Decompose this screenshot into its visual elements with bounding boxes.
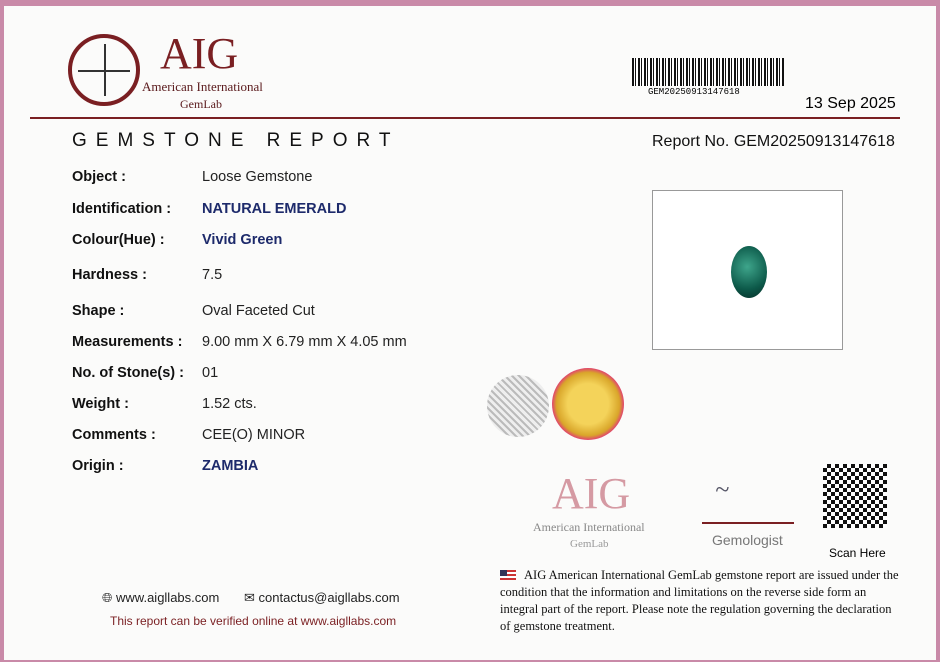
detail-value: Vivid Green	[202, 232, 283, 248]
detail-value: 9.00 mm X 6.79 mm X 4.05 mm	[202, 334, 407, 350]
detail-label: Hardness :	[72, 267, 147, 283]
detail-value: 01	[202, 365, 219, 381]
disclaimer-text: AIG American International GemLab gemsto…	[500, 568, 899, 633]
report-date: 13 Sep 2025	[805, 95, 896, 112]
detail-label: Comments :	[72, 427, 156, 443]
logo-subtitle: American International	[142, 79, 263, 94]
hologram-seal-icon	[487, 375, 549, 437]
detail-value: CEE(O) MINOR	[202, 427, 306, 443]
gemologist-signature: ~	[715, 475, 730, 504]
email-text: contactus@aigllabs.com	[258, 590, 400, 605]
detail-label: Shape :	[72, 303, 125, 319]
gemologist-label: Gemologist	[712, 532, 783, 548]
aig-seal-logo-icon	[68, 34, 140, 106]
signature-line	[702, 522, 794, 524]
website-link[interactable]: 🌐︎ www.aigllabs.com	[102, 590, 219, 606]
disclaimer: AIG American International GemLab gemsto…	[500, 567, 905, 635]
detail-value: Loose Gemstone	[202, 169, 313, 185]
email-link[interactable]: ✉ contactus@aigllabs.com	[244, 590, 400, 606]
detail-value: 1.52 cts.	[202, 396, 257, 412]
logo-text: AIG	[160, 29, 239, 78]
barcode-icon	[632, 58, 784, 86]
detail-value: 7.5	[202, 267, 223, 283]
scan-here-label: Scan Here	[829, 546, 886, 560]
gold-seal-icon	[552, 368, 624, 440]
detail-label: Origin :	[72, 458, 124, 474]
stamp-subtitle: American International	[533, 520, 645, 534]
emerald-image	[731, 246, 767, 298]
website-text: www.aigllabs.com	[116, 590, 220, 605]
detail-label: Weight :	[72, 396, 129, 412]
envelope-icon: ✉	[244, 590, 259, 605]
detail-label: Object :	[72, 169, 126, 185]
verify-note: This report can be verified online at ww…	[110, 614, 397, 628]
detail-label: No. of Stone(s) :	[72, 365, 184, 381]
detail-label: Colour(Hue) :	[72, 232, 165, 248]
detail-label: Measurements :	[72, 334, 183, 350]
detail-value: ZAMBIA	[202, 458, 259, 474]
barcode-text: GEM20250913147618	[648, 87, 740, 97]
header-divider	[30, 117, 900, 119]
detail-value: NATURAL EMERALD	[202, 201, 347, 217]
gemstone-photo	[652, 190, 843, 350]
globe-icon: 🌐︎	[102, 590, 117, 605]
detail-label: Identification :	[72, 201, 172, 217]
report-title: GEMSTONE REPORT	[72, 130, 400, 151]
stamp-subtitle-2: GemLab	[570, 538, 609, 550]
qr-code-icon[interactable]	[823, 464, 887, 528]
detail-value: Oval Faceted Cut	[202, 303, 315, 319]
stamp-logo: AIG	[552, 469, 631, 518]
report-number: Report No. GEM20250913147618	[652, 133, 895, 150]
us-flag-icon	[500, 570, 516, 580]
logo-subtitle-2: GemLab	[180, 97, 222, 111]
